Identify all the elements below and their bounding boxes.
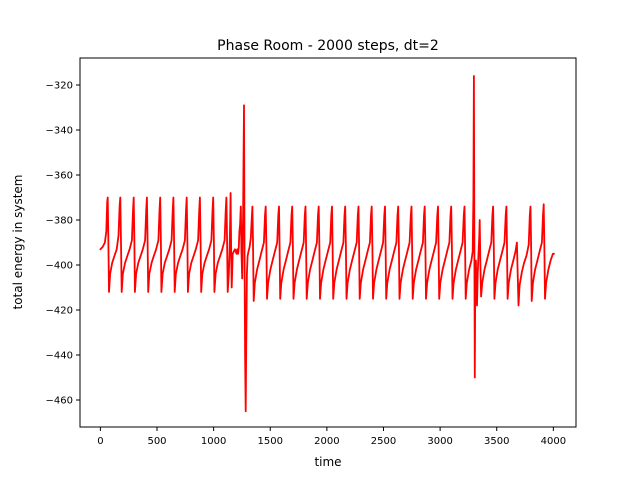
y-tick-label: −360 bbox=[46, 171, 73, 182]
x-tick-label: 500 bbox=[147, 436, 166, 447]
y-axis-ticks: −460 −440 −420 −400 −380 −360 −340 −320 bbox=[46, 81, 80, 407]
x-tick-label: 3000 bbox=[427, 436, 452, 447]
y-tick-label: −400 bbox=[46, 261, 73, 272]
chart-title: Phase Room - 2000 steps, dt=2 bbox=[217, 38, 439, 54]
x-axis-ticks: 0 500 1000 1500 2000 2500 3000 3500 4000 bbox=[97, 427, 566, 447]
y-tick-label: −460 bbox=[46, 396, 73, 407]
axes-frame bbox=[79, 57, 577, 428]
x-axis-label: time bbox=[314, 455, 341, 469]
y-axis-label: total energy in system bbox=[11, 174, 25, 309]
y-tick-label: −380 bbox=[46, 216, 73, 227]
x-tick-label: 0 bbox=[97, 436, 103, 447]
series-line-0 bbox=[99, 75, 555, 413]
x-tick-label: 2500 bbox=[371, 436, 396, 447]
x-tick-label: 2000 bbox=[314, 436, 339, 447]
x-tick-label: 3500 bbox=[484, 436, 509, 447]
x-tick-label: 1000 bbox=[201, 436, 226, 447]
plot-layer bbox=[99, 75, 555, 413]
y-tick-label: −320 bbox=[46, 81, 73, 92]
y-tick-label: −340 bbox=[46, 126, 73, 137]
x-tick-label: 1500 bbox=[258, 436, 283, 447]
x-tick-label: 4000 bbox=[541, 436, 566, 447]
y-tick-label: −440 bbox=[46, 351, 73, 362]
y-tick-label: −420 bbox=[46, 306, 73, 317]
